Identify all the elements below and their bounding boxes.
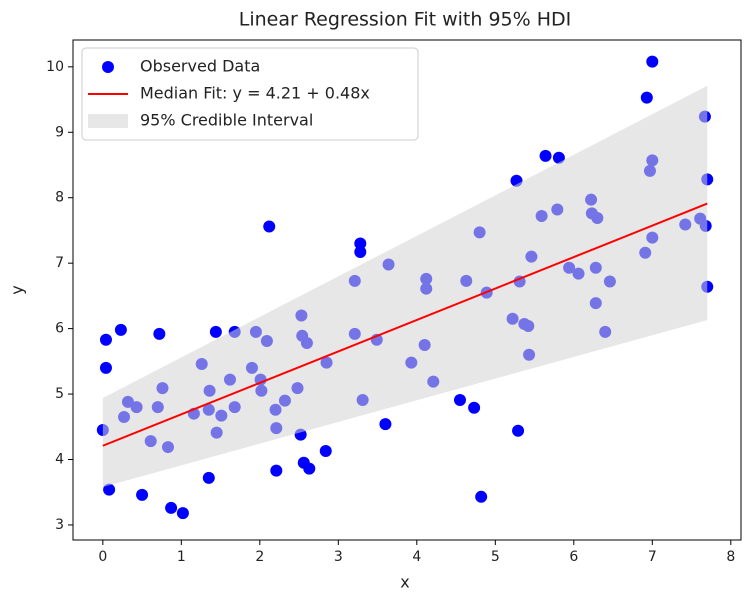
chart-title: Linear Regression Fit with 95% HDI: [239, 9, 572, 31]
y-tick-label: 10: [46, 59, 64, 75]
data-point: [453, 393, 466, 406]
data-point: [165, 501, 178, 514]
data-point: [319, 444, 332, 457]
data-point: [379, 418, 392, 431]
data-point: [354, 246, 367, 259]
data-point: [354, 237, 367, 250]
data-point: [270, 464, 283, 477]
x-tick-label: 4: [412, 549, 421, 565]
x-tick-label: 8: [726, 549, 735, 565]
y-axis-label: y: [8, 285, 27, 294]
x-tick-label: 3: [334, 549, 343, 565]
legend-box: [81, 47, 419, 141]
data-point: [263, 220, 276, 233]
x-axis-label: x: [400, 573, 409, 592]
data-point: [202, 471, 215, 484]
data-point: [136, 488, 149, 501]
data-point: [468, 401, 481, 414]
data-point: [209, 325, 222, 338]
x-tick-label: 1: [177, 549, 186, 565]
data-point: [153, 327, 166, 340]
legend-label: Median Fit: y = 4.21 + 0.48x: [140, 84, 370, 103]
data-point: [539, 149, 552, 162]
y-tick-label: 5: [55, 386, 64, 402]
x-tick-label: 5: [491, 549, 500, 565]
data-point: [303, 462, 316, 475]
credible-band: [102, 85, 708, 487]
legend-marker: [88, 114, 128, 128]
y-tick-label: 4: [55, 452, 64, 468]
legend-label: Observed Data: [140, 57, 260, 76]
y-tick-label: 3: [55, 517, 64, 533]
fit-line: [102, 202, 708, 447]
legend-label: 95% Credible Interval: [140, 111, 313, 130]
x-tick-label: 7: [648, 549, 657, 565]
x-tick-label: 6: [569, 549, 578, 565]
y-tick-label: 8: [55, 190, 64, 206]
data-point: [512, 424, 525, 437]
data-point: [176, 507, 189, 520]
y-tick-label: 6: [55, 321, 64, 337]
data-point: [103, 483, 116, 496]
data-point: [552, 151, 565, 164]
data-point: [646, 55, 659, 68]
plot-frame: [72, 39, 742, 541]
data-point: [114, 323, 127, 336]
data-point: [99, 361, 112, 374]
y-tick-label: 7: [55, 255, 64, 271]
x-tick-label: 0: [98, 549, 107, 565]
data-point: [475, 490, 488, 503]
legend-marker: [102, 61, 114, 73]
y-tick-label: 9: [55, 124, 64, 140]
legend: Observed Data Median Fit: y = 4.21 + 0.48…: [81, 47, 419, 141]
x-tick-label: 2: [255, 549, 264, 565]
data-point: [640, 91, 653, 104]
data-point: [99, 333, 112, 346]
